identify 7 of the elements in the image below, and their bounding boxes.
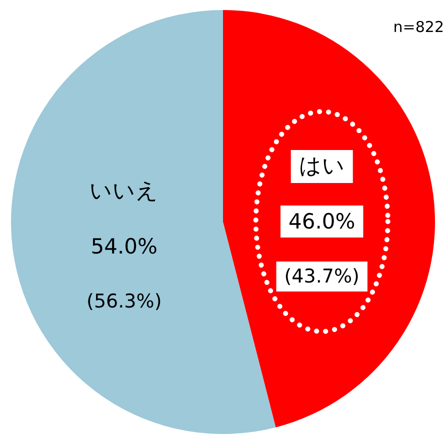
text: (43.7%)	[284, 266, 360, 288]
slice-label: はい	[298, 154, 345, 180]
text: (56.3%)	[86, 290, 162, 312]
text: n=822	[393, 18, 444, 36]
data-label: 46.0%	[288, 210, 356, 234]
slice-label: いいえ	[90, 178, 159, 204]
data-label: 54.0%	[90, 234, 158, 258]
